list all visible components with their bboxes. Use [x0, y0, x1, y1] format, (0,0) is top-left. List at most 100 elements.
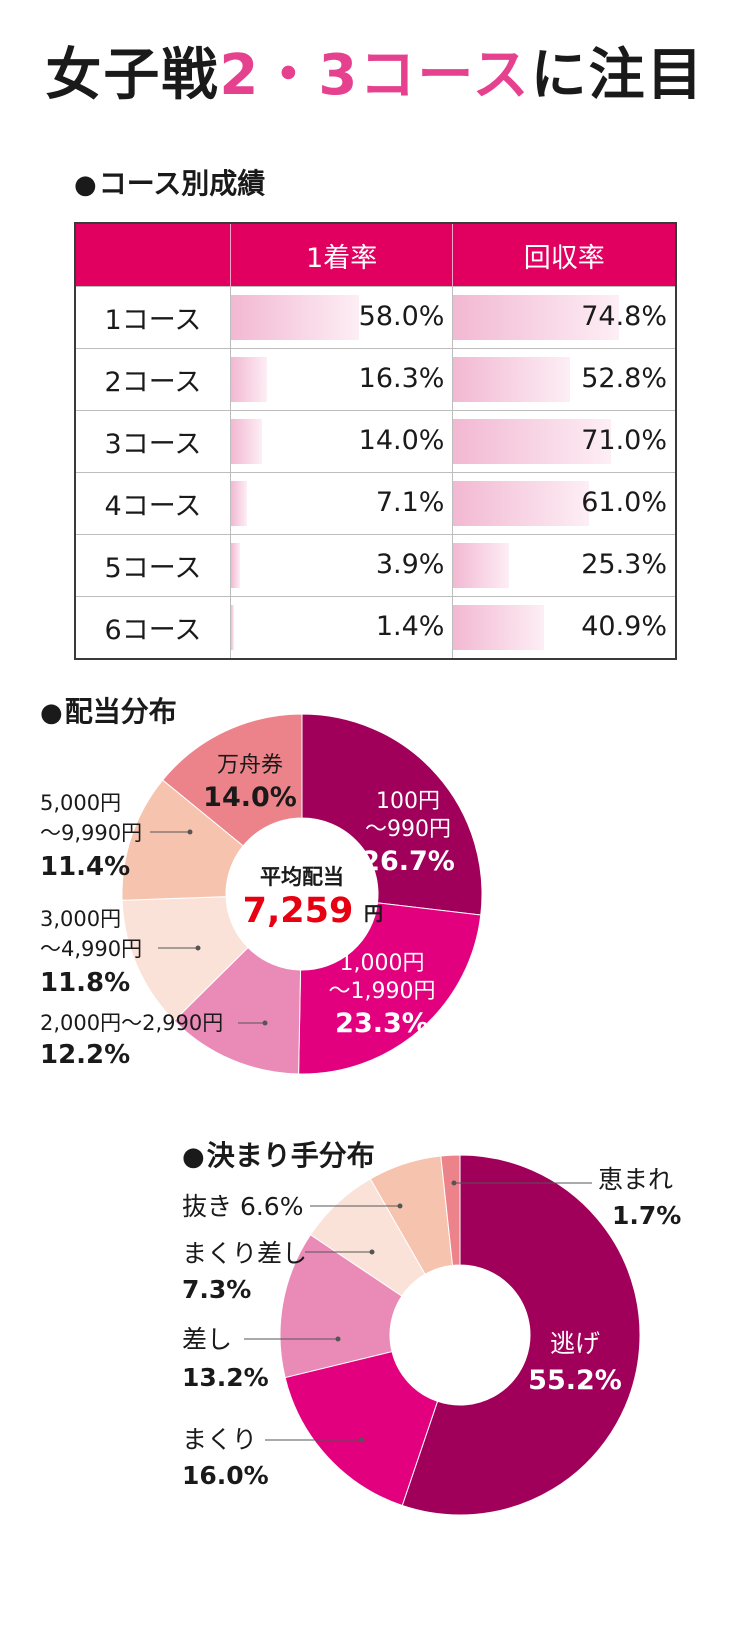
value-label: 74.8%: [581, 301, 667, 332]
pie-slice: [161, 713, 303, 847]
slice-value: 16.0%: [182, 1461, 269, 1490]
leader-dot: [369, 1249, 375, 1255]
slice-label: ～990円: [365, 817, 451, 842]
return-rate-cell: 61.0%: [452, 472, 676, 535]
win-rate-cell: 14.0%: [230, 410, 454, 473]
slice-value: 23.3%: [335, 1008, 429, 1039]
row-label: 3コース: [75, 410, 231, 473]
win-rate-cell: 1.4%: [230, 596, 454, 659]
value-label: 16.3%: [358, 363, 445, 394]
center-label: 平均配当: [260, 865, 344, 889]
slice-value: 1.7%: [612, 1201, 681, 1230]
leader-dot: [187, 829, 193, 835]
value-bar: [453, 419, 611, 464]
win-rate-cell: 7.1%: [230, 472, 454, 535]
slice-label: ～4,990円: [40, 937, 142, 961]
slice-label: まくり差し: [182, 1239, 307, 1268]
slice-label: ～1,990円: [329, 979, 436, 1004]
slice-label: 恵まれ: [598, 1165, 673, 1194]
pie-slice: [298, 902, 482, 1075]
slice-label: 100円: [376, 789, 440, 814]
slice-label: まくり: [182, 1425, 257, 1454]
return-rate-cell: 25.3%: [452, 534, 676, 597]
leader-dot: [262, 1020, 268, 1026]
value-bar: [453, 605, 545, 650]
row-label: 5コース: [75, 534, 231, 597]
kimarite-heading-text: 決まり手分布: [206, 1139, 375, 1172]
value-bar: [230, 295, 360, 340]
slice-label: 1,000円: [340, 951, 425, 976]
title-accent: 2・3コース: [219, 43, 531, 108]
slice-label: ～9,990円: [40, 821, 142, 845]
bullet-icon: ●: [40, 698, 63, 728]
page-title: 女子戦2・3コースに注目: [0, 30, 750, 111]
value-bar: [230, 481, 247, 526]
value-label: 7.1%: [375, 487, 445, 518]
slice-label: 万舟券: [217, 753, 283, 778]
value-label: 25.3%: [581, 549, 667, 580]
table-row: 2コース 16.3% 52.8%: [75, 348, 676, 411]
value-label: 3.9%: [375, 549, 445, 580]
table-header-row: 1着率 回収率: [75, 223, 676, 287]
slice-value: 11.4%: [40, 852, 130, 882]
kimarite-heading: ●決まり手分布: [182, 1134, 375, 1174]
value-label: 71.0%: [581, 425, 667, 456]
leader-dot: [335, 1336, 341, 1342]
return-rate-cell: 40.9%: [452, 596, 676, 659]
slice-value: 7.3%: [182, 1275, 251, 1304]
value-bar: [453, 295, 620, 340]
slice-value: 11.8%: [40, 968, 130, 998]
slice-value: 13.2%: [182, 1363, 269, 1392]
leader-dot: [195, 945, 201, 951]
slice-value: 26.7%: [361, 846, 455, 877]
slice-label: 差し: [182, 1325, 232, 1354]
course-stats-table: 1着率 回収率 1コース 58.0% 74.8% 2コース 16.3% 52.8% 3コース…: [74, 222, 677, 660]
leader-dot: [359, 1437, 365, 1443]
win-rate-cell: 3.9%: [230, 534, 454, 597]
course-heading-text: コース別成績: [98, 167, 266, 200]
bullet-icon: ●: [74, 170, 97, 200]
slice-label: 抜き 6.6%: [182, 1192, 303, 1221]
row-label: 6コース: [75, 596, 231, 659]
value-bar: [230, 543, 240, 588]
slice-value: 12.2%: [40, 1040, 130, 1070]
slice-value: 55.2%: [528, 1365, 622, 1396]
header-return-rate: 回収率: [452, 223, 676, 287]
value-label: 40.9%: [581, 611, 667, 642]
value-label: 14.0%: [358, 425, 445, 456]
win-rate-cell: 58.0%: [230, 286, 454, 349]
payout-heading: ●配当分布: [40, 690, 177, 730]
value-label: 58.0%: [358, 301, 445, 332]
slice-label: 3,000円: [40, 907, 121, 931]
table-row: 4コース 7.1% 61.0%: [75, 472, 676, 535]
slice-label: 逃げ: [550, 1329, 600, 1358]
row-label: 4コース: [75, 472, 231, 535]
slice-label: 5,000円: [40, 791, 121, 815]
slice-value: 14.0%: [203, 782, 297, 813]
value-bar: [453, 357, 571, 402]
table-row: 1コース 58.0% 74.8%: [75, 286, 676, 349]
course-heading: ●コース別成績: [74, 162, 265, 202]
donut-hole: [390, 1265, 530, 1405]
value-label: 52.8%: [581, 363, 667, 394]
center-value: 7,259: [243, 891, 354, 931]
table-row: 5コース 3.9% 25.3%: [75, 534, 676, 597]
row-label: 2コース: [75, 348, 231, 411]
header-empty: [75, 223, 231, 287]
return-rate-cell: 52.8%: [452, 348, 676, 411]
table-body: 1コース 58.0% 74.8% 2コース 16.3% 52.8% 3コース 14.0% 71.…: [75, 286, 676, 659]
return-rate-cell: 74.8%: [452, 286, 676, 349]
table-row: 3コース 14.0% 71.0%: [75, 410, 676, 473]
value-bar: [230, 357, 267, 402]
value-label: 1.4%: [375, 611, 445, 642]
payout-heading-text: 配当分布: [64, 695, 177, 728]
table-row: 6コース 1.4% 40.9%: [75, 596, 676, 659]
value-label: 61.0%: [581, 487, 667, 518]
title-suffix: に注目: [530, 43, 705, 108]
leader-dot: [397, 1203, 403, 1209]
value-bar: [230, 419, 262, 464]
header-win-rate: 1着率: [230, 223, 454, 287]
center-unit: 円: [364, 903, 383, 925]
slice-label: 2,000円～2,990円: [40, 1011, 223, 1035]
